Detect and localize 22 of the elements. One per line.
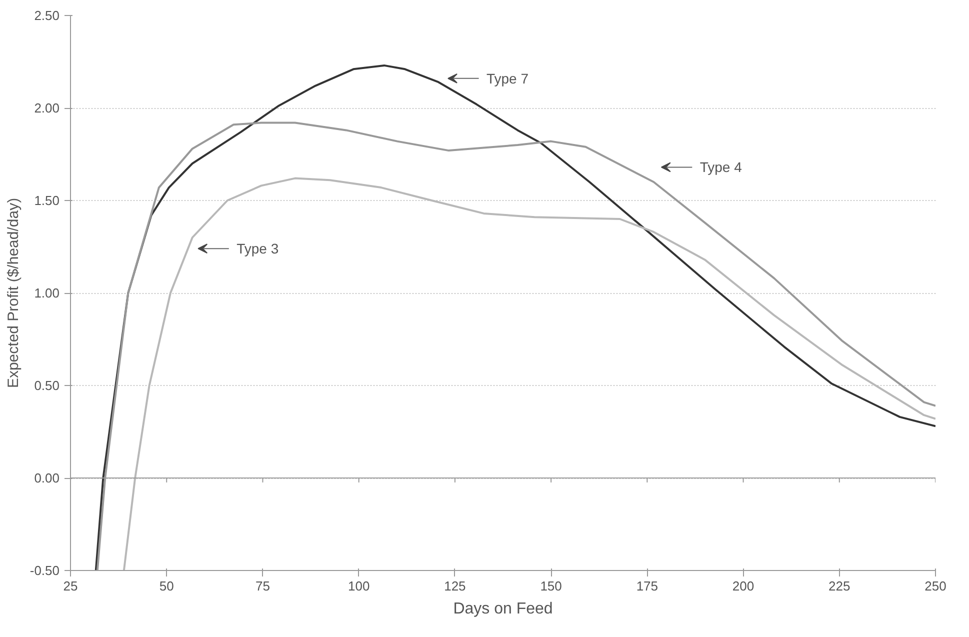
y-tick-label: 1.00	[34, 286, 60, 300]
y-tick-label: 2.00	[34, 100, 60, 116]
text: Type 3	[236, 240, 279, 257]
x-tick-label: 200	[732, 578, 754, 594]
x-tick-label: 100	[348, 578, 370, 594]
x-tick-label: 50	[159, 578, 174, 594]
x-tick-label: 75	[255, 578, 270, 594]
x-tick-label: 125	[444, 578, 466, 594]
y-tick-label: 2.50	[34, 8, 60, 23]
x-tick-label: 175	[636, 578, 658, 594]
series-label: Type 7	[486, 70, 529, 86]
x-tick-label: 25	[63, 578, 78, 594]
y-tick-label: 0.00	[34, 470, 60, 486]
x-tick-label: 225	[828, 578, 850, 594]
y-tick-label: 0.50	[34, 378, 60, 393]
y-tick-label: -0.50	[30, 563, 60, 578]
y-tick-label: 1.50	[34, 193, 60, 208]
x-tick-label: 150	[540, 578, 562, 594]
x-tick-label: 250	[924, 578, 946, 594]
x-axis-title: Days on Feed	[453, 600, 553, 618]
text: Type 4	[700, 159, 742, 176]
y-axis-title: Expected Profit ($/head/day)	[4, 198, 22, 388]
